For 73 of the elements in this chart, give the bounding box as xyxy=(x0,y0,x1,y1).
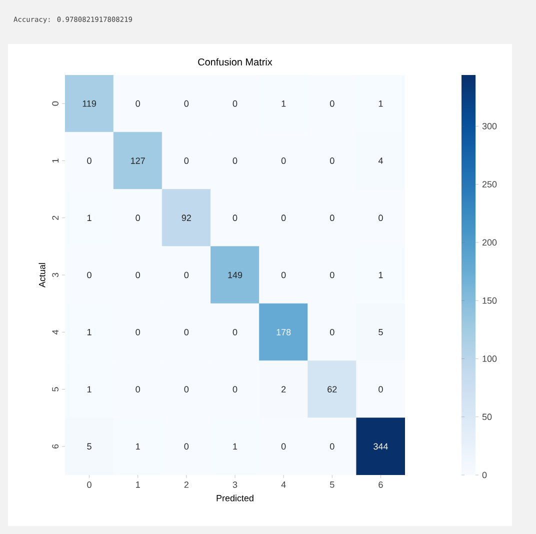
data-label: 0 xyxy=(232,386,238,392)
data-label: 1 xyxy=(378,272,383,278)
data-label: 1 xyxy=(136,443,140,450)
data-label: 1 xyxy=(282,100,286,107)
x-tick-label: 2 xyxy=(184,482,188,488)
data-label: 1 xyxy=(87,386,92,392)
data-label: 1 xyxy=(233,443,238,450)
x-tick-label: 6 xyxy=(378,482,383,488)
data-label: 4 xyxy=(378,158,383,164)
data-label: 0 xyxy=(184,443,189,450)
data-label: 149 xyxy=(228,272,242,278)
data-label: 5 xyxy=(87,443,92,450)
data-label: 2 xyxy=(282,386,286,392)
y-tick-label: 5 xyxy=(52,387,58,392)
color-bar-label: 0 xyxy=(482,472,487,478)
data-label: 62 xyxy=(328,386,337,392)
data-label: 0 xyxy=(281,443,286,450)
data-label: 5 xyxy=(378,329,383,336)
x-tick-label: 0 xyxy=(87,482,92,488)
data-label: 0 xyxy=(330,328,334,336)
data-label: 0 xyxy=(136,328,140,336)
data-label: 0 xyxy=(136,100,140,107)
y-tick-label: 4 xyxy=(52,330,58,334)
data-label: 0 xyxy=(232,328,238,336)
color-bar-label: 150 xyxy=(482,297,497,304)
data-label: 0 xyxy=(281,158,286,164)
color-bar-label: 100 xyxy=(482,356,497,362)
data-label: 0 xyxy=(136,386,140,392)
data-label: 0 xyxy=(184,100,189,107)
y-tick-label: 3 xyxy=(52,272,58,278)
data-label: 178 xyxy=(276,328,291,336)
data-label: 0 xyxy=(184,386,189,392)
data-label: 1 xyxy=(87,214,92,221)
data-label: 0 xyxy=(330,272,334,278)
data-label: 0 xyxy=(378,214,383,222)
color-bar-label: 200 xyxy=(482,239,497,246)
data-label: 0 xyxy=(330,214,334,222)
data-label: 0 xyxy=(232,158,238,164)
data-label: 0 xyxy=(378,386,383,392)
data-label: 0 xyxy=(184,272,189,278)
data-label: 0 xyxy=(281,214,286,222)
data-label: 0 xyxy=(330,100,334,107)
data-label: 92 xyxy=(182,214,191,222)
data-label: 1 xyxy=(87,329,92,336)
data-label: 0 xyxy=(136,272,140,278)
data-label: 0 xyxy=(184,328,189,336)
data-label: 0 xyxy=(232,214,238,222)
x-tick-label: 5 xyxy=(330,482,334,488)
data-label: 0 xyxy=(232,100,238,107)
x-tick-label: 3 xyxy=(232,482,238,488)
color-bar-label: 250 xyxy=(482,181,497,188)
x-tick-label: 4 xyxy=(281,482,286,488)
y-tick-label: 0 xyxy=(52,101,58,106)
data-label: 0 xyxy=(136,214,140,222)
color-bar-label: 50 xyxy=(482,414,492,420)
y-axis-title: Actual xyxy=(38,263,46,288)
data-label: 0 xyxy=(330,443,334,450)
y-tick-label: 6 xyxy=(52,444,58,448)
data-label: 0 xyxy=(281,272,286,278)
chart-title: Confusion Matrix xyxy=(198,58,272,66)
x-axis-title: Predicted xyxy=(216,494,254,502)
data-label: 0 xyxy=(87,158,92,164)
x-tick-label: 1 xyxy=(136,482,140,488)
color-bar-label: 300 xyxy=(482,122,497,130)
data-label: 119 xyxy=(82,100,96,107)
data-label: 0 xyxy=(87,272,92,278)
y-tick-label: 2 xyxy=(52,216,58,220)
y-tick-label: 1 xyxy=(52,158,58,163)
data-label: 344 xyxy=(374,443,388,450)
data-label: 127 xyxy=(131,158,145,164)
data-label: 0 xyxy=(184,158,189,164)
data-label: 1 xyxy=(378,100,383,107)
data-label: 0 xyxy=(330,158,334,164)
